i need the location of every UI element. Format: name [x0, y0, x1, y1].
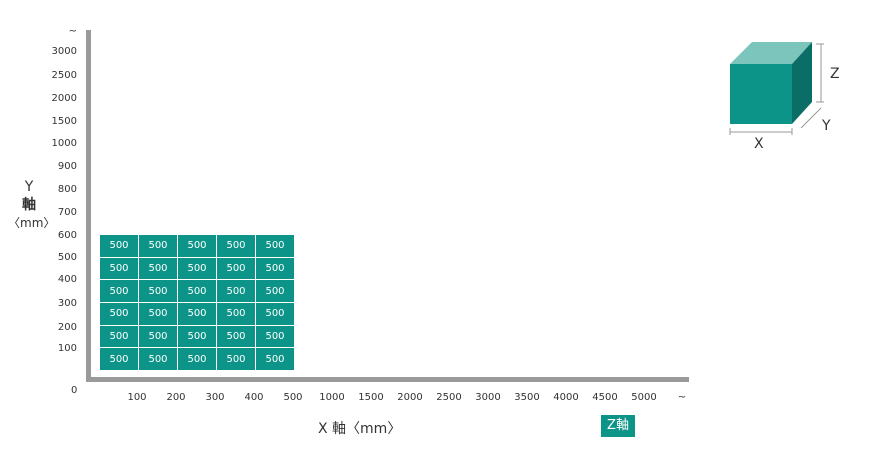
grid-cell: 500 — [256, 280, 294, 302]
y-tick: 700 — [57, 207, 77, 218]
x-tick: 1000 — [319, 392, 345, 403]
x-tick: 2000 — [397, 392, 423, 403]
y-tick: 1000 — [51, 138, 77, 149]
x-tick: 5000 — [631, 392, 657, 403]
cube-top-face — [730, 42, 812, 64]
cube-side-face — [792, 42, 812, 124]
grid-cell: 500 — [100, 302, 138, 325]
y-tick: 2000 — [51, 93, 77, 104]
y-tick: 100 — [57, 343, 77, 354]
grid-cell: 500 — [178, 325, 216, 348]
grid-cell: 500 — [139, 280, 177, 302]
origin-label: 0 — [71, 385, 78, 396]
x-axis-title: X 軸〈mm〉 — [318, 421, 402, 437]
x-tick: 4000 — [553, 392, 579, 403]
x-tick: 3000 — [475, 392, 501, 403]
y-tick: 1500 — [51, 116, 77, 127]
x-tick: 1500 — [358, 392, 384, 403]
grid-cell: 500 — [139, 348, 177, 370]
grid-cell: 500 — [217, 235, 255, 257]
grid-cell: 500 — [178, 348, 216, 370]
grid-cell: 500 — [256, 302, 294, 325]
y-tick: 200 — [57, 322, 77, 333]
y-axis-title-letter: Y — [24, 179, 34, 195]
y-axis-title: Y 軸 〈mm〉 — [8, 178, 56, 232]
y-tick: 600 — [57, 230, 77, 241]
y-tick: 2500 — [51, 70, 77, 81]
grid-cell: 500 — [178, 257, 216, 280]
grid-cell: 500 — [100, 348, 138, 370]
cube-y-label: Y — [822, 118, 831, 134]
y-axis-title-unit: 〈mm〉 — [8, 216, 56, 230]
size-grid: 500 500 500 500 500 500 500 500 500 500 … — [100, 235, 294, 370]
y-tick: 400 — [57, 274, 77, 285]
cube-front-face — [730, 64, 792, 124]
grid-cell: 500 — [139, 325, 177, 348]
y-tick: 3000 — [51, 46, 77, 57]
x-tick: 4500 — [592, 392, 618, 403]
grid-cell: 500 — [178, 302, 216, 325]
y-tick: ~ — [68, 26, 77, 37]
cube-z-label: Z — [830, 66, 840, 82]
x-tick: 3500 — [514, 392, 540, 403]
grid-cell: 500 — [256, 325, 294, 348]
grid-cell: 500 — [256, 235, 294, 257]
grid-cell: 500 — [217, 280, 255, 302]
grid-cell: 500 — [256, 348, 294, 370]
grid-cell: 500 — [139, 302, 177, 325]
x-tick: 100 — [127, 392, 147, 403]
x-tick: 300 — [205, 392, 225, 403]
grid-cell: 500 — [217, 348, 255, 370]
z-axis-badge: Z軸 — [601, 415, 635, 437]
grid-cell: 500 — [217, 325, 255, 348]
grid-cell: 500 — [217, 257, 255, 280]
y-dimension-line — [800, 107, 822, 129]
y-axis-title-kanji: 軸 — [22, 197, 36, 213]
x-tick: 500 — [283, 392, 303, 403]
y-tick: 900 — [57, 161, 77, 172]
cube-icon — [729, 42, 824, 135]
grid-cell: 500 — [100, 280, 138, 302]
grid-cell: 500 — [139, 257, 177, 280]
grid-cell: 500 — [256, 257, 294, 280]
y-tick: 300 — [57, 298, 77, 309]
grid-cell: 500 — [100, 235, 138, 257]
grid-cell: 500 — [178, 280, 216, 302]
x-tick: 200 — [166, 392, 186, 403]
x-tick: ~ — [677, 392, 687, 403]
grid-cell: 500 — [178, 235, 216, 257]
grid-cell: 500 — [217, 302, 255, 325]
cube-x-label: X — [754, 136, 764, 152]
grid-cell: 500 — [139, 235, 177, 257]
y-tick: 500 — [57, 252, 77, 263]
y-axis-line — [86, 30, 91, 382]
grid-cell: 500 — [100, 257, 138, 280]
x-tick: 400 — [244, 392, 264, 403]
x-axis-line — [86, 377, 689, 382]
y-tick: 800 — [57, 184, 77, 195]
x-tick: 2500 — [436, 392, 462, 403]
grid-cell: 500 — [100, 325, 138, 348]
